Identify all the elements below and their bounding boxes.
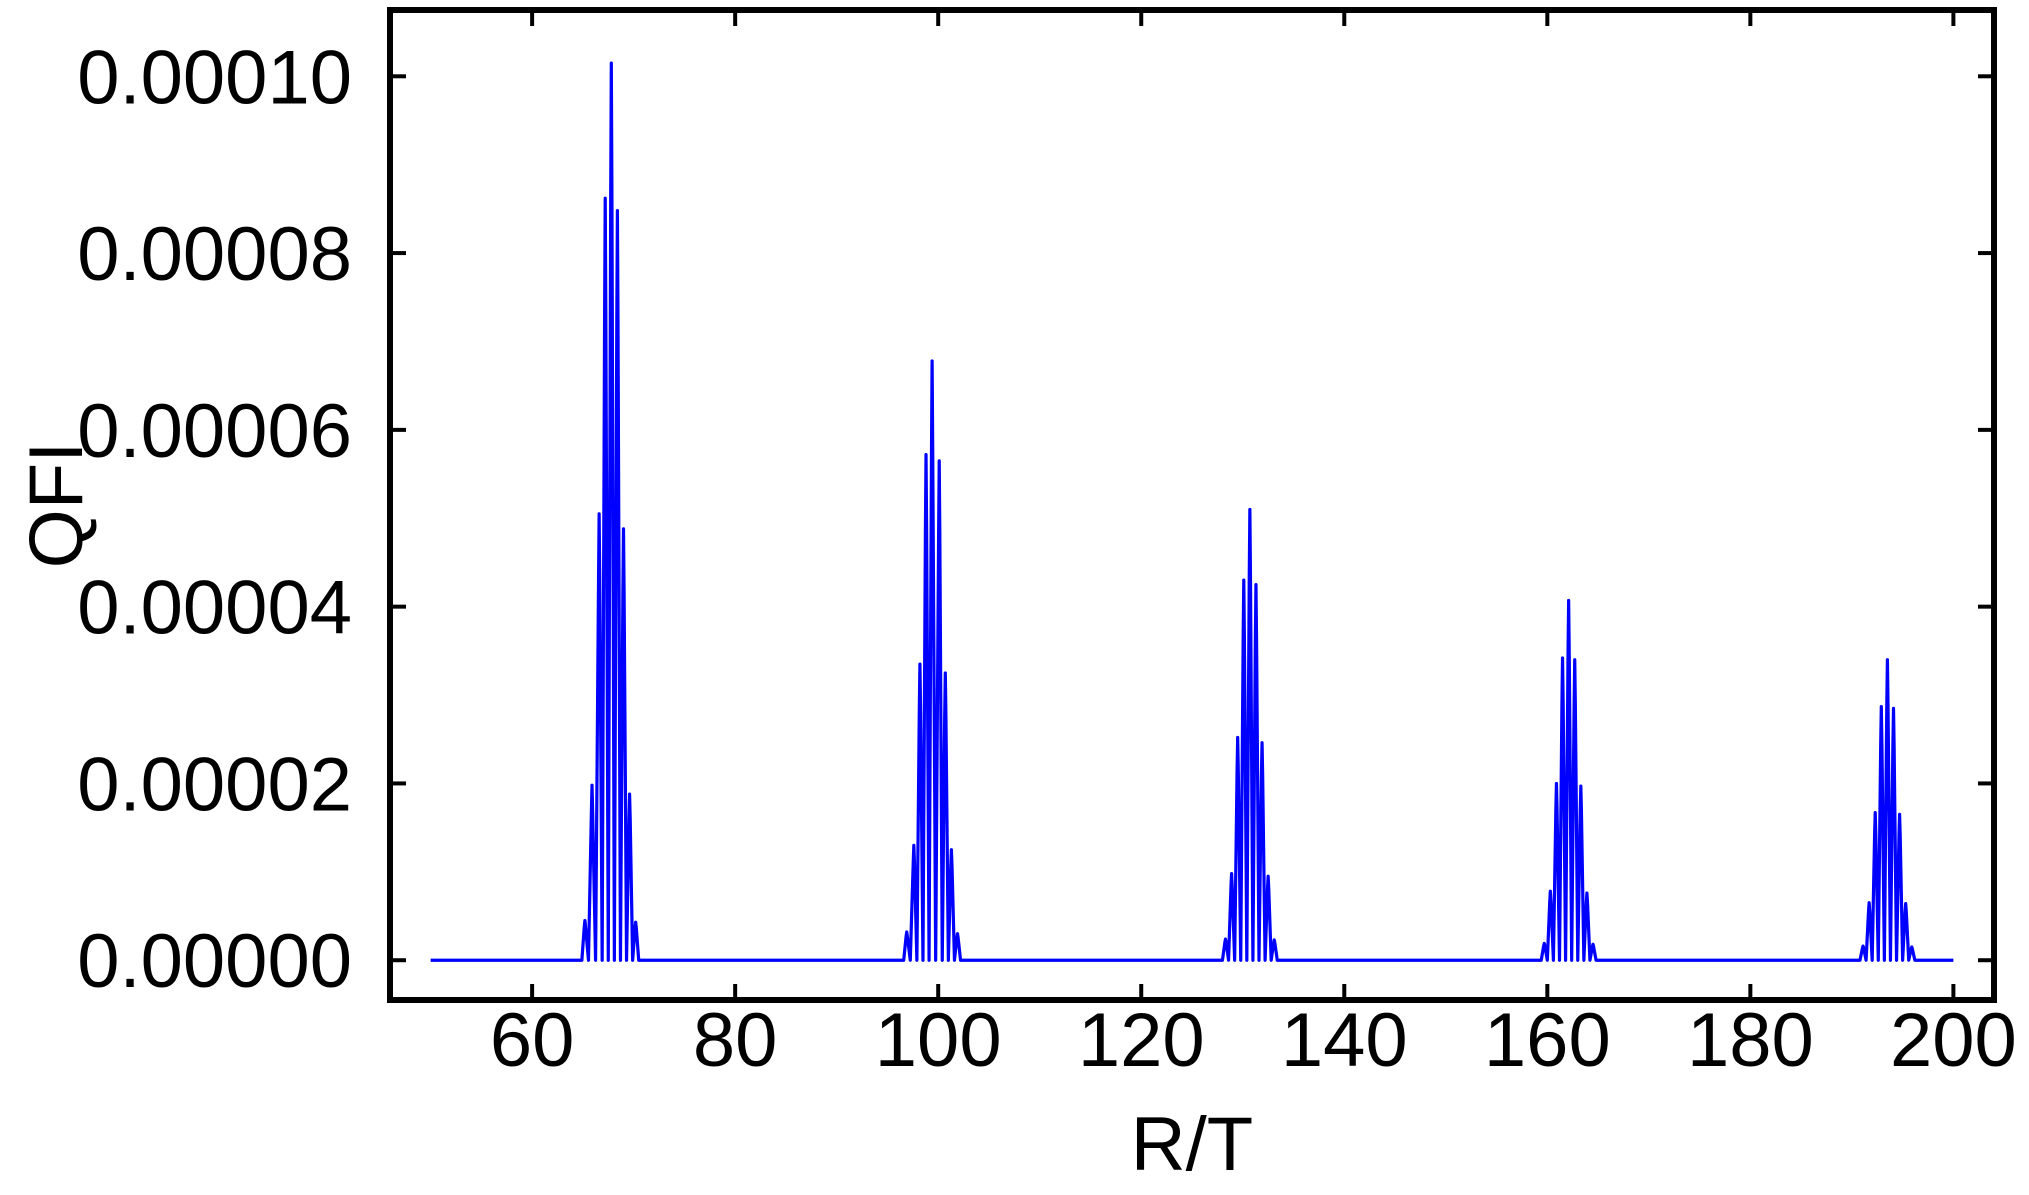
x-tick-label: 100 [875,998,1002,1083]
series-layer [430,61,1954,962]
plot-frame [387,7,1997,1003]
x-tick-label: 120 [1078,998,1205,1083]
y-tick-labels: 0.00000 0.00002 0.00004 0.00006 0.00008 0.000… [77,35,352,1004]
y-tick-label: 0.00006 [77,389,352,474]
y-tick-label: 0.00004 [77,566,352,651]
x-tick-label: 180 [1687,998,1814,1083]
x-tick-label: 140 [1281,998,1408,1083]
x-tick-labels: 60 80 100 120 140 160 180 200 [490,998,2017,1083]
y-tick-label: 0.00008 [77,212,352,297]
series-line [430,61,1954,962]
y-axis-label: QFI [14,442,99,569]
x-tick-label: 200 [1890,998,2017,1083]
y-tick-label: 0.00010 [77,35,352,120]
x-tick-label: 60 [490,998,575,1083]
x-tick-label: 160 [1484,998,1611,1083]
y-tick-label: 0.00002 [77,742,352,827]
x-axis-label: R/T [1131,1102,1253,1187]
y-tick-label: 0.00000 [77,919,352,1004]
x-tick-label: 80 [693,998,778,1083]
